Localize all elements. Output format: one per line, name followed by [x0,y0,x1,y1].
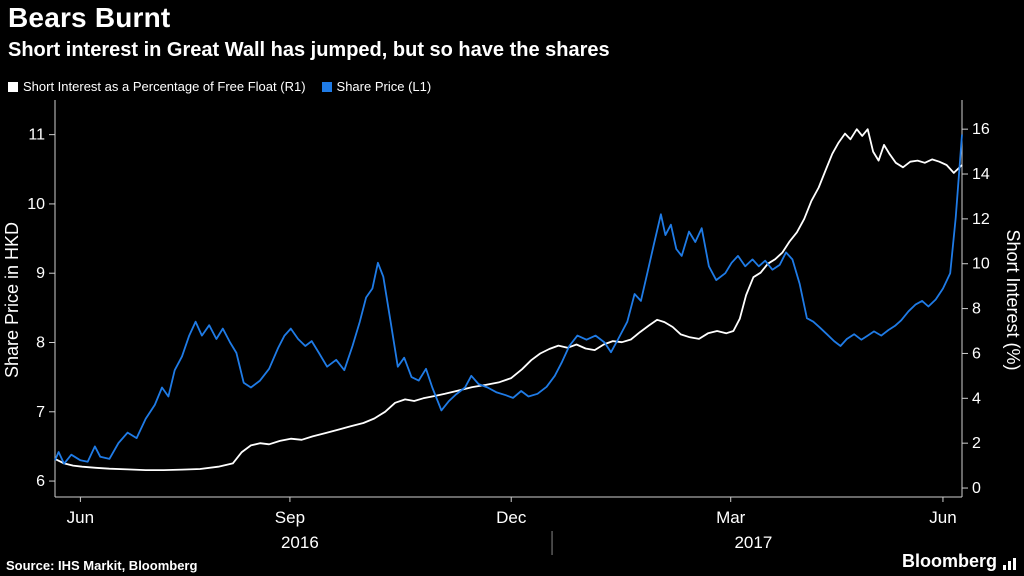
x-axis-year-label: 2016 [281,533,319,552]
x-axis-month-label: Dec [496,508,527,527]
page-title: Bears Burnt [8,2,171,33]
legend-item-share-price: Share Price (L1) [321,79,432,94]
bloomberg-wordmark: Bloomberg [901,551,997,571]
right-axis-tick-label: 6 [972,345,981,362]
right-axis-ticks: 0 2 4 6 8 10 12 14 16 [962,121,990,497]
share-price-line [54,134,963,465]
left-axis-ticks: 6 7 8 9 10 11 [27,127,55,490]
left-axis-tick-label: 7 [36,404,45,421]
left-axis-tick-label: 11 [28,127,45,144]
x-axis-year-label: 2017 [734,533,772,552]
right-axis-tick-label: 12 [972,211,990,228]
x-axis-month-label: Sep [275,508,305,527]
source-text: Source: IHS Markit, Bloomberg [6,558,198,573]
x-axis-ticks: Jun Sep Dec Mar Jun 2016 2017 [67,497,957,555]
x-axis-month-label: Jun [67,508,94,527]
right-axis-tick-label: 16 [972,121,990,138]
left-axis-tick-label: 9 [36,265,45,282]
left-axis-tick-label: 8 [36,334,45,351]
right-axis-title: Short Interest (%) [1003,229,1023,370]
bar-chart-icon [1003,556,1016,572]
page-subtitle: Short interest in Great Wall has jumped,… [8,39,610,61]
right-axis-tick-label: 0 [972,480,981,497]
bloomberg-logo: Bloomberg [902,551,1016,572]
right-axis-tick-label: 2 [972,435,981,452]
x-axis-month-label: Mar [716,508,746,527]
right-axis-tick-label: 8 [972,301,981,318]
legend-swatch-short-interest [8,81,18,92]
left-axis-tick-label: 10 [27,196,45,213]
x-axis-month-label: Jun [929,508,956,527]
legend: Short Interest as a Percentage of Free F… [8,79,431,94]
legend-item-short-interest: Short Interest as a Percentage of Free F… [8,79,306,94]
right-axis-tick-label: 4 [972,390,981,407]
left-axis-tick-label: 6 [36,473,45,490]
short-interest-line [54,128,963,472]
left-axis-title: Share Price in HKD [2,222,22,378]
legend-label-short-interest: Short Interest as a Percentage of Free F… [23,79,306,94]
legend-label-share-price: Share Price (L1) [336,79,432,94]
right-axis-tick-label: 10 [972,256,990,273]
legend-swatch-share-price [321,81,332,92]
right-axis-tick-label: 14 [972,166,990,183]
